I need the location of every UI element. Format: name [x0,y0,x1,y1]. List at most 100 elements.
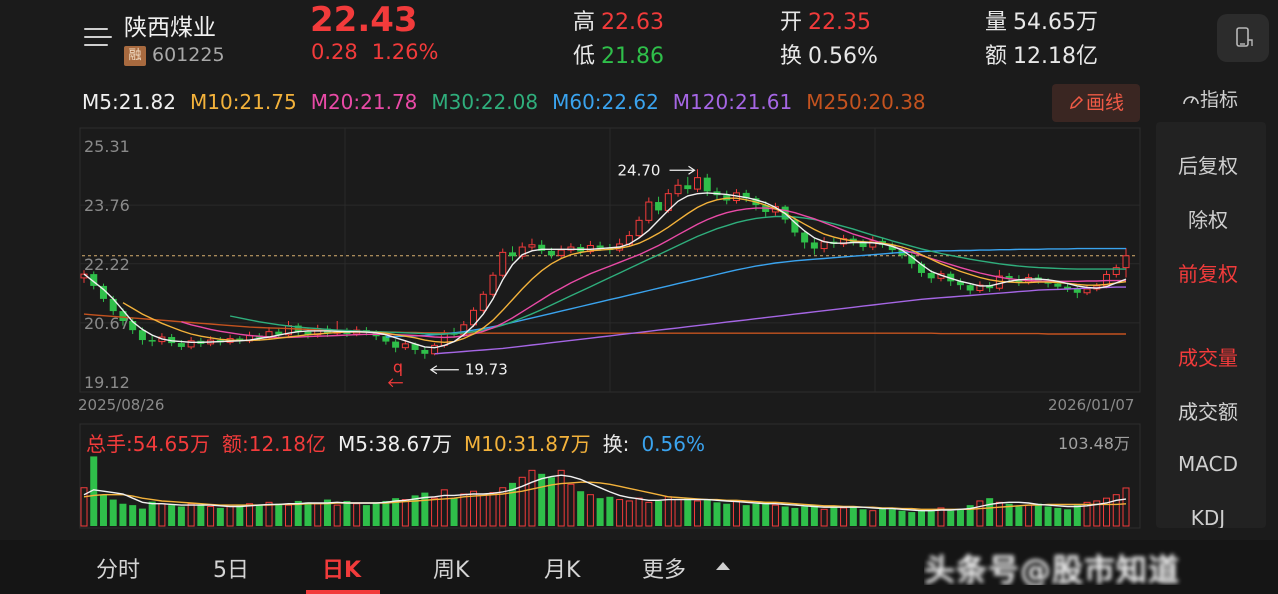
volume-bar-down [275,503,283,526]
x-end-label: 2026/01/07 [1048,396,1134,414]
side-item-volume[interactable]: 成交量 [1178,346,1238,370]
candle-down [986,285,994,289]
total-volume-label: 总手:54.65万 [86,432,210,456]
candle-down [859,242,867,248]
volume-bar-down [723,503,731,526]
candle-down [421,349,429,354]
volume-bar-down [392,498,400,526]
margin-trading-badge: 融 [124,46,146,66]
candle-up [440,332,448,346]
amount-value: 12.18亿 [1013,44,1098,69]
menu-icon[interactable] [84,26,112,48]
candle-down [99,285,107,299]
candle-up [645,201,653,221]
volume-bar-down [655,500,663,526]
volume-stat: 量 54.65万 [985,4,1098,36]
volume-bar-up [470,490,478,527]
tab-intraday[interactable]: 分时 [96,558,141,583]
candle-down [129,320,137,331]
tab-more[interactable]: 更多 [642,558,687,583]
volume-ma5-line [83,474,1127,512]
watermark-text: 头条号@股市知道 [924,553,1180,585]
volume-bar-up [284,504,293,527]
indicator-tab[interactable]: 指标 [1182,85,1238,112]
tab-weekly-k[interactable]: 周K [433,558,470,583]
volume-bar-down [742,505,750,526]
volume-bar-up [431,497,439,527]
low-value: 21.86 [601,44,664,69]
volume-bar-up [976,500,984,527]
candle-up [479,293,487,311]
side-item-pre-adjusted[interactable]: 前复权 [1178,262,1238,286]
candle-down [236,338,244,341]
volume-bar-down [927,509,935,526]
volume-bar-up [80,487,88,527]
turnover-label: 换 [780,44,803,69]
volume-bar-down [421,492,429,526]
volume-bar-up [314,503,322,527]
volume-bar-down [197,505,205,526]
open-value: 22.35 [808,10,871,35]
candle-up [635,219,643,237]
volume-bar-up [1025,504,1033,527]
tab-daily-k[interactable]: 日K [322,558,362,583]
volume-bar-down [508,482,516,526]
candle-down [703,177,711,192]
candle-down [177,343,185,347]
candle-down [1015,279,1023,283]
volume-bar-down [859,509,867,526]
volume-bar-up [158,503,166,527]
side-item-post-adjusted[interactable]: 后复权 [1178,154,1238,178]
candle-up [187,340,195,348]
volume-bar-down [538,473,546,526]
candle-down [927,272,935,279]
volume-bar-down [908,512,916,526]
max-arrow-head [688,165,696,175]
volume-bar-up [625,500,633,527]
volume-bar-down [1034,503,1042,526]
stock-code: 601225 [152,44,225,66]
landscape-toggle-button[interactable] [1217,14,1269,62]
volume-bar-up [265,501,273,527]
draw-line-button[interactable]: 画线 [1052,84,1140,122]
tab-monthly-k[interactable]: 月K [544,558,581,583]
volume-bar-down [1064,509,1072,526]
candle-down [966,285,974,291]
volume-bar-up [1083,501,1091,527]
min-price-label: 19.73 [465,361,508,379]
volume-bar-down [762,502,770,526]
volume-bar-down [830,506,838,526]
volume-bar-up [732,500,740,527]
candle-down [1005,276,1013,280]
candle-down [947,273,955,282]
event-marker[interactable]: q [393,358,403,377]
candle-up [674,184,682,195]
volume-bar-down [177,506,185,526]
side-item-kdj[interactable]: KDJ [1190,506,1226,528]
volume-ma10-label: M10:31.87万 [463,432,591,456]
volume-bar-up [1103,497,1111,527]
quote-header: 陕西煤业 融 601225 22.43 0.28 1.26% 高 22.63 低 21… [0,0,1278,78]
gauge-icon [1183,96,1199,105]
candle-up [518,246,526,257]
side-item-amount[interactable]: 成交额 [1178,400,1238,424]
ma60-label: M60:22.62 [552,90,659,114]
volume-bar-up [460,493,468,527]
volume-bar-up [440,489,448,527]
volume-value: 54.65万 [1013,10,1098,35]
volume-bar-up [1112,494,1120,527]
kline-chart[interactable]: 25.31 23.76 22.22 20.67 19.12 24.70 19.7… [0,124,1150,534]
expand-up-icon[interactable] [716,562,730,570]
candle-up [567,246,575,251]
tab-5day[interactable]: 5日 [213,558,249,583]
candle-up [401,343,409,349]
volume-bar-up [207,506,215,527]
side-item-ex-rights[interactable]: 除权 [1188,208,1228,232]
candle-up [489,274,497,295]
low-stat: 低 21.86 [573,38,664,70]
volume-bar-up [246,503,254,527]
side-item-macd[interactable]: MACD [1178,452,1238,476]
volume-bar-down [99,494,107,526]
candle-down [90,274,98,286]
candle-down [275,331,283,335]
